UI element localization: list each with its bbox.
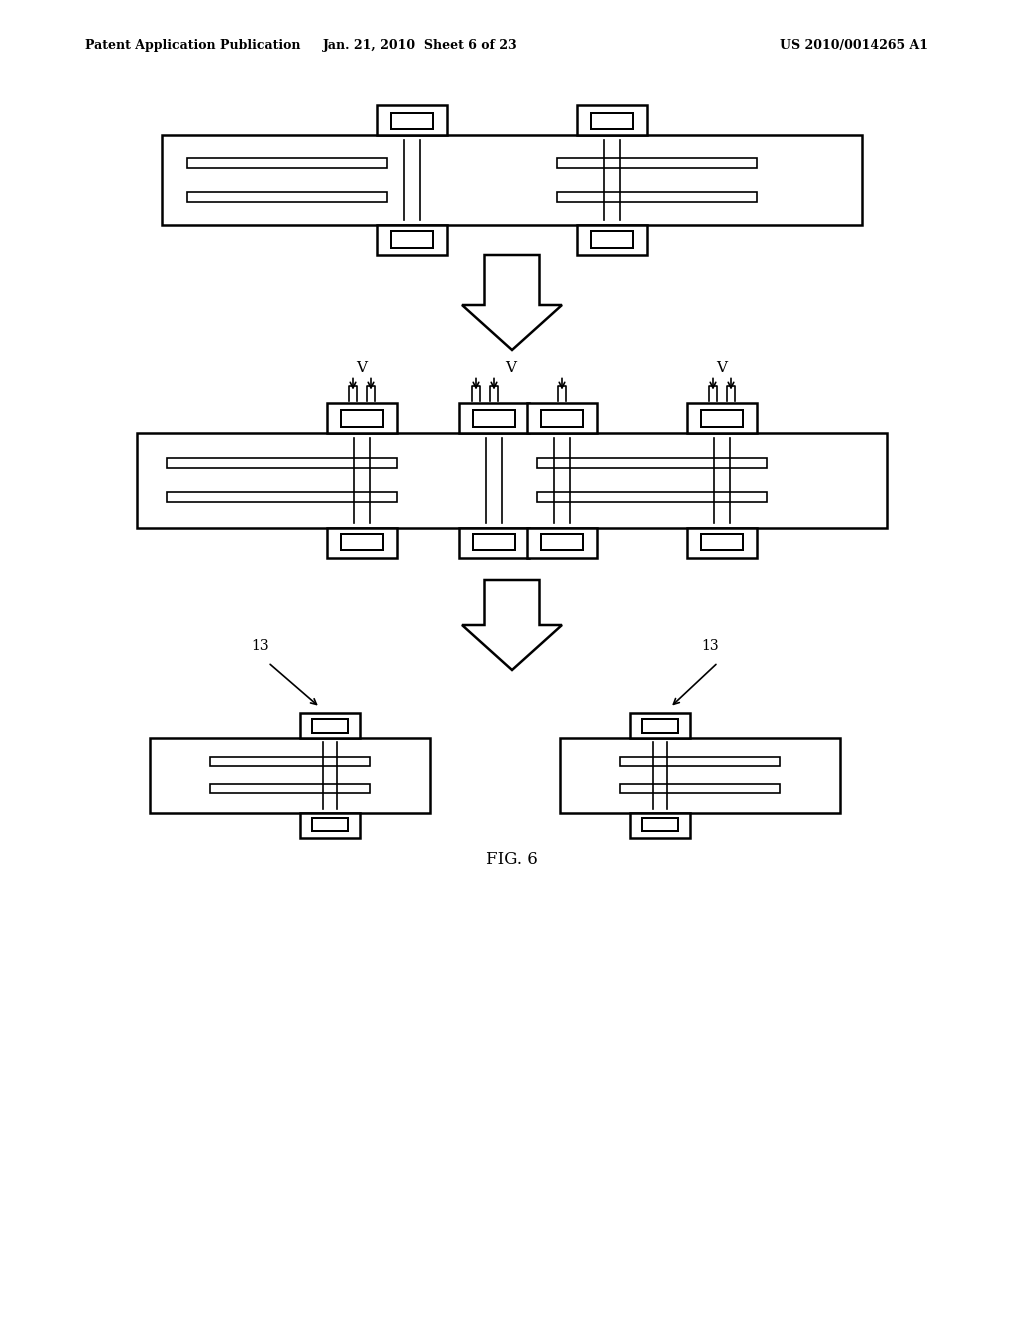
Bar	[577, 224, 647, 255]
Bar	[527, 403, 597, 433]
Bar	[473, 533, 515, 550]
Bar	[527, 528, 597, 557]
Bar	[377, 106, 447, 135]
Bar	[687, 403, 757, 433]
Bar	[473, 411, 515, 426]
Bar	[591, 112, 633, 129]
Bar	[187, 191, 387, 202]
Bar	[300, 713, 360, 738]
Text: 13: 13	[251, 639, 269, 652]
Bar	[591, 231, 633, 248]
Bar	[210, 784, 370, 793]
Bar	[210, 756, 370, 766]
Bar	[167, 458, 397, 469]
Bar	[341, 533, 383, 550]
Bar	[459, 528, 529, 557]
Bar	[541, 411, 583, 426]
Bar	[620, 756, 780, 766]
Bar	[377, 224, 447, 255]
Text: V: V	[717, 360, 727, 375]
Bar	[630, 713, 690, 738]
Bar	[537, 458, 767, 469]
Bar	[557, 191, 757, 202]
Text: V: V	[356, 360, 368, 375]
Text: Jan. 21, 2010  Sheet 6 of 23: Jan. 21, 2010 Sheet 6 of 23	[323, 38, 517, 51]
Bar	[391, 112, 433, 129]
Bar	[150, 738, 430, 813]
Bar	[701, 411, 743, 426]
Bar	[137, 433, 887, 528]
Bar	[187, 158, 387, 168]
Bar	[541, 533, 583, 550]
Bar	[300, 813, 360, 837]
Bar	[577, 106, 647, 135]
Bar	[642, 817, 678, 832]
Bar	[701, 533, 743, 550]
Polygon shape	[462, 579, 562, 671]
Bar	[560, 738, 840, 813]
Bar	[391, 231, 433, 248]
Bar	[327, 403, 397, 433]
Text: Patent Application Publication: Patent Application Publication	[85, 38, 300, 51]
Bar	[537, 492, 767, 502]
Text: FIG. 6: FIG. 6	[486, 851, 538, 869]
Bar	[341, 411, 383, 426]
Text: V: V	[505, 360, 516, 375]
Text: US 2010/0014265 A1: US 2010/0014265 A1	[780, 38, 928, 51]
Bar	[312, 817, 348, 832]
Bar	[167, 492, 397, 502]
Bar	[327, 528, 397, 557]
Bar	[620, 784, 780, 793]
Bar	[630, 813, 690, 837]
Text: 13: 13	[701, 639, 719, 652]
Polygon shape	[462, 255, 562, 350]
Bar	[312, 719, 348, 733]
Bar	[162, 135, 862, 224]
Bar	[557, 158, 757, 168]
Bar	[687, 528, 757, 557]
Bar	[642, 719, 678, 733]
Bar	[459, 403, 529, 433]
